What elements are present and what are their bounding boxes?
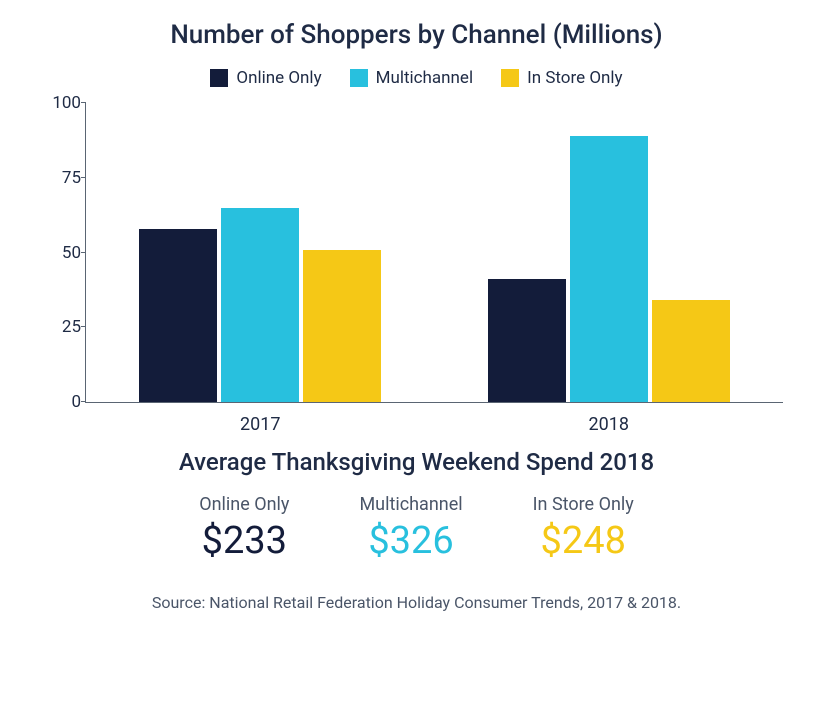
ytick-mark	[81, 326, 86, 327]
ytick-label: 75	[41, 168, 81, 188]
plot: 20172018 0255075100	[85, 103, 783, 403]
bar-group: 2018	[435, 103, 784, 402]
bar	[303, 250, 381, 402]
spend-item-online: Online Only $233	[199, 494, 289, 563]
chart-area: 20172018 0255075100	[85, 103, 783, 403]
spend-title: Average Thanksgiving Weekend Spend 2018	[30, 448, 803, 476]
spend-item-instore: In Store Only $248	[533, 494, 634, 563]
bar-group: 2017	[86, 103, 435, 402]
ytick-label: 100	[41, 93, 81, 113]
bar	[139, 229, 217, 402]
bar	[570, 136, 648, 402]
ytick-mark	[81, 252, 86, 253]
spend-value-multichannel: $326	[359, 519, 462, 563]
bar	[652, 300, 730, 402]
spend-label-online: Online Only	[199, 494, 289, 515]
legend-item-online: Online Only	[210, 68, 321, 88]
ytick-label: 0	[41, 392, 81, 412]
xtick-label: 2018	[589, 414, 629, 435]
legend-swatch-multichannel	[350, 69, 368, 87]
spend-label-multichannel: Multichannel	[359, 494, 462, 515]
bar	[221, 208, 299, 402]
spend-row: Online Only $233 Multichannel $326 In St…	[30, 494, 803, 563]
ytick-mark	[81, 177, 86, 178]
legend-swatch-online	[210, 69, 228, 87]
spend-item-multichannel: Multichannel $326	[359, 494, 462, 563]
xtick-label: 2017	[240, 414, 280, 435]
bar	[488, 279, 566, 402]
legend-label-online: Online Only	[236, 68, 321, 88]
spend-value-instore: $248	[533, 519, 634, 563]
legend-label-multichannel: Multichannel	[376, 68, 473, 88]
legend-label-instore: In Store Only	[527, 68, 623, 88]
spend-value-online: $233	[199, 519, 289, 563]
legend-item-multichannel: Multichannel	[350, 68, 473, 88]
ytick-mark	[81, 401, 86, 402]
ytick-mark	[81, 102, 86, 103]
legend-swatch-instore	[501, 69, 519, 87]
ytick-label: 25	[41, 317, 81, 337]
bars-wrap: 20172018	[86, 103, 783, 402]
ytick-label: 50	[41, 243, 81, 263]
legend-item-instore: In Store Only	[501, 68, 623, 88]
source-text: Source: National Retail Federation Holid…	[30, 593, 803, 612]
spend-label-instore: In Store Only	[533, 494, 634, 515]
chart-title: Number of Shoppers by Channel (Millions)	[30, 20, 803, 50]
legend: Online Only Multichannel In Store Only	[30, 68, 803, 88]
